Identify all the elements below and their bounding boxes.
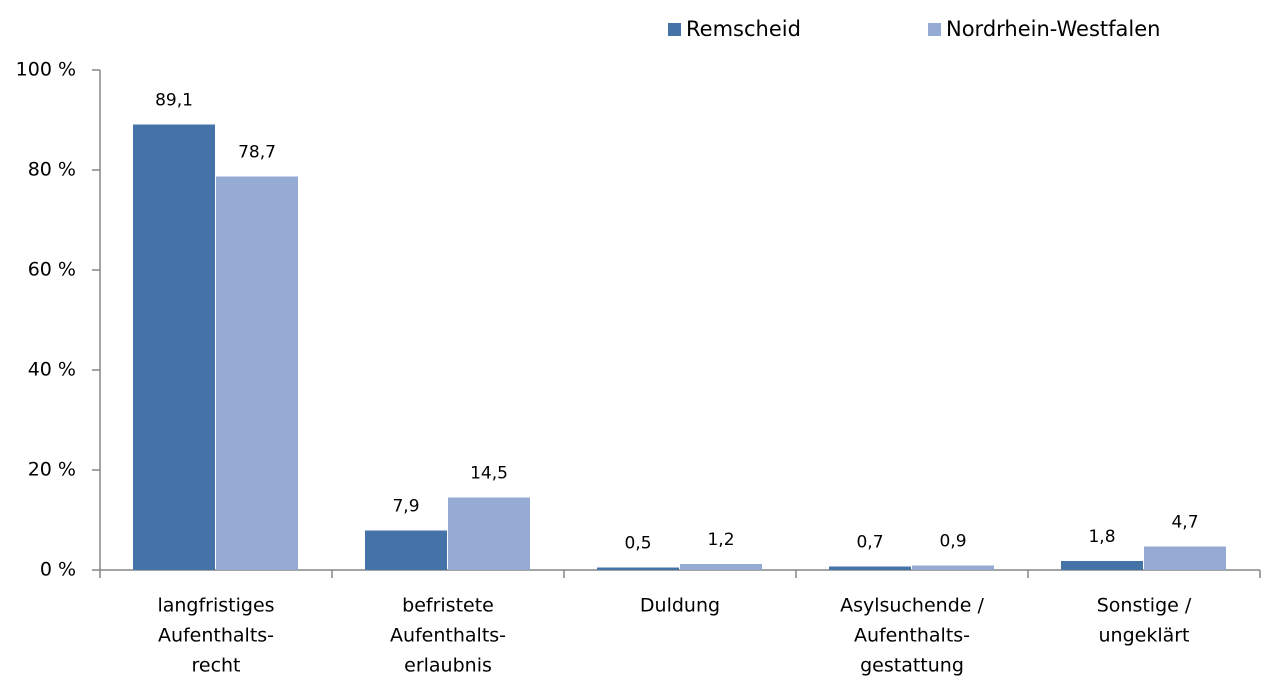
value-label: 4,7 [1171,513,1198,533]
legend-label: Nordrhein-Westfalen [946,17,1160,41]
bar [365,530,447,570]
x-tick-label: erlaubnis [404,655,492,677]
x-tick-label: Duldung [640,595,720,617]
x-tick-label: Aufenthalts- [158,625,274,647]
x-tick-label: ungeklärt [1098,625,1189,647]
x-tick-label: Asylsuchende / [840,595,984,617]
bar [133,124,215,570]
y-tick-label: 100 % [16,59,76,81]
legend-swatch [668,23,681,36]
bar [448,497,530,570]
y-tick-label: 80 % [28,159,76,181]
value-label: 0,5 [624,534,651,554]
legend-label: Remscheid [686,17,801,41]
y-tick-label: 0 % [40,559,76,581]
x-tick-label: Sonstige / [1097,595,1192,617]
x-tick-label: befristete [402,595,494,617]
bar [1061,561,1143,570]
value-label: 89,1 [155,91,193,111]
value-label: 7,9 [392,497,419,517]
bar [216,176,298,570]
legend-swatch [928,23,941,36]
y-tick-label: 40 % [28,359,76,381]
y-tick-label: 60 % [28,259,76,281]
value-label: 0,7 [856,533,883,553]
bar [1144,546,1226,570]
y-tick-label: 20 % [28,459,76,481]
x-tick-label: recht [191,655,240,677]
x-tick-label: Aufenthalts- [854,625,970,647]
bar [829,566,911,570]
x-tick-label: Aufenthalts- [390,625,506,647]
x-tick-label: langfristiges [157,595,274,617]
value-label: 1,8 [1088,527,1115,547]
bar [912,565,994,570]
value-label: 0,9 [939,532,966,552]
bar [597,567,679,570]
value-label: 78,7 [238,143,276,163]
value-label: 1,2 [707,530,734,550]
bar [680,564,762,570]
value-label: 14,5 [470,464,508,484]
x-tick-label: gestattung [860,655,964,677]
